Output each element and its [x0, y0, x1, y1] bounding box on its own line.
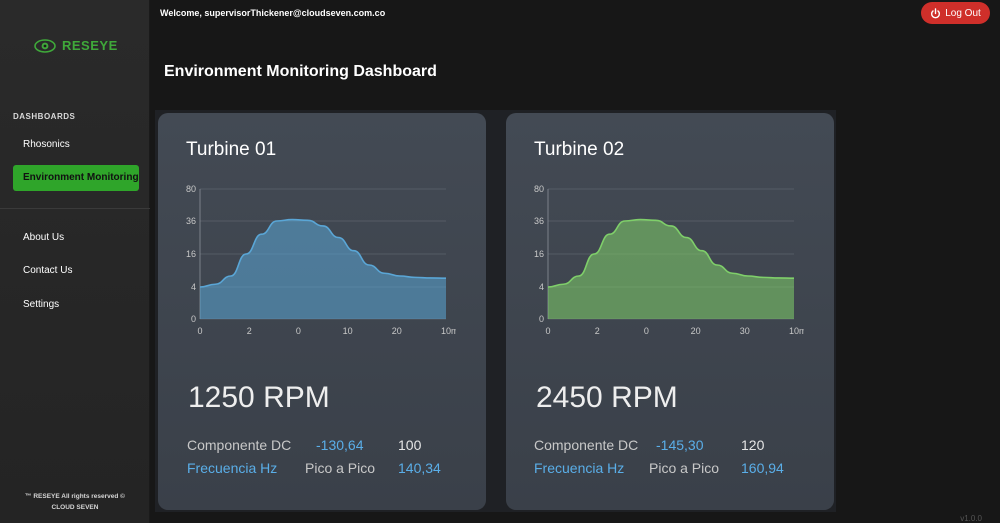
rpm-value: 1250 RPM: [188, 381, 330, 414]
dc-value: -145,30: [656, 437, 704, 453]
turbine-title: Turbine 01: [186, 139, 277, 160]
y-tick-label: 0: [539, 314, 544, 324]
y-tick-label: 0: [191, 314, 196, 324]
cards-panel: Turbine 01 0 4 16 36 80 0 2 0 10 20 10 m 1250 RPM C…: [155, 110, 836, 512]
x-tick-label: 10: [343, 326, 353, 336]
x-tick-label: 10: [441, 326, 451, 336]
peak-value: 160,94: [741, 460, 784, 476]
x-tick-label: 30: [740, 326, 750, 336]
dc-label: Componente DC: [534, 437, 639, 453]
footer-copyright: ™ RESEYE All rights reserved ©: [25, 493, 125, 500]
sidebar-item-about-us[interactable]: About Us: [23, 232, 65, 243]
series-line: [199, 218, 447, 288]
x-tick-label: 2: [595, 326, 600, 336]
eye-logo-icon: [34, 38, 56, 53]
welcome-message: Welcome, supervisorThickener@cloudseven.…: [160, 8, 386, 18]
x-unit-label: m: [799, 326, 804, 336]
dc-label: Componente DC: [187, 437, 292, 453]
dc-extra-value: 100: [398, 437, 422, 453]
dc-value: -130,64: [316, 437, 364, 453]
x-tick-label: 20: [392, 326, 402, 336]
y-tick-label: 4: [539, 282, 544, 292]
logo-text: RESEYE: [62, 38, 118, 53]
page-title: Environment Monitoring Dashboard: [164, 63, 437, 80]
x-tick-label: 10: [789, 326, 799, 336]
sidebar: RESEYE DASHBOARDS Rhosonics Environment …: [0, 0, 150, 523]
power-icon: [931, 7, 941, 18]
y-tick-label: 36: [534, 216, 544, 226]
y-tick-label: 16: [186, 249, 196, 259]
peak-label: Pico a Pico: [649, 460, 720, 476]
sidebar-divider: [0, 208, 150, 209]
y-tick-label: 16: [534, 249, 544, 259]
y-tick-label: 4: [191, 282, 196, 292]
area-fill: [548, 219, 794, 319]
logo[interactable]: RESEYE: [34, 38, 118, 53]
freq-label: Frecuencia Hz: [534, 460, 625, 476]
x-tick-label: 20: [691, 326, 701, 336]
area-fill: [200, 219, 446, 319]
footer-company: CLOUD SEVEN: [51, 504, 99, 511]
dashboards-section-label: DASHBOARDS: [13, 112, 76, 121]
peak-label: Pico a Pico: [305, 460, 376, 476]
logout-label: Log Out: [945, 7, 981, 19]
dc-extra-value: 120: [741, 437, 765, 453]
x-tick-label: 0: [296, 326, 301, 336]
sidebar-item-settings[interactable]: Settings: [23, 299, 60, 310]
y-tick-label: 36: [186, 216, 196, 226]
x-tick-label: 0: [197, 326, 202, 336]
version-label: v1.0.0: [960, 514, 982, 523]
peak-value: 140,34: [398, 460, 441, 476]
turbine-title: Turbine 02: [534, 139, 625, 160]
rpm-value: 2450 RPM: [536, 381, 678, 414]
freq-label: Frecuencia Hz: [187, 460, 278, 476]
x-tick-label: 2: [247, 326, 252, 336]
y-tick-label: 80: [534, 184, 544, 194]
series-line: [547, 218, 795, 288]
x-tick-label: 0: [644, 326, 649, 336]
x-unit-label: m: [451, 326, 456, 336]
x-tick-label: 0: [545, 326, 550, 336]
logout-button[interactable]: Log Out: [921, 2, 990, 24]
turbine-card-01: Turbine 01 0 4 16 36 80 0 2 0 10 20 10 m 1250 RPM C…: [158, 113, 486, 510]
y-tick-label: 80: [186, 184, 196, 194]
sidebar-item-environment-monitoring[interactable]: Environment Monitoring: [13, 165, 139, 191]
sidebar-item-rhosonics[interactable]: Rhosonics: [23, 139, 70, 150]
turbine-card-02: Turbine 02 0 4 16 36 80 0 2 0 20 30 10 m 2450 RPM C…: [506, 113, 834, 510]
sidebar-item-contact-us[interactable]: Contact Us: [23, 265, 73, 276]
sidebar-footer: ™ RESEYE All rights reserved © CLOUD SEV…: [0, 491, 150, 513]
